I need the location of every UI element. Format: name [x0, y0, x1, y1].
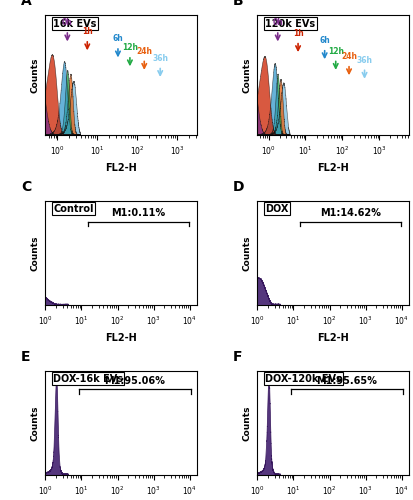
Text: C: C [21, 180, 31, 194]
Y-axis label: Counts: Counts [31, 235, 40, 270]
Text: M1:0.11%: M1:0.11% [112, 208, 166, 218]
Y-axis label: Counts: Counts [243, 57, 252, 92]
Text: 36h: 36h [356, 56, 373, 65]
X-axis label: FL2-H: FL2-H [105, 332, 137, 342]
Text: 16k EVs: 16k EVs [53, 18, 96, 28]
Text: 0h: 0h [62, 18, 73, 28]
Y-axis label: Counts: Counts [31, 57, 40, 92]
Text: 24h: 24h [341, 52, 357, 61]
Text: M1:95.06%: M1:95.06% [104, 376, 165, 386]
Text: M1:14.62%: M1:14.62% [320, 208, 381, 218]
Text: 0h: 0h [273, 18, 283, 28]
Text: E: E [21, 350, 31, 364]
Text: 24h: 24h [136, 47, 152, 56]
Text: 6h: 6h [319, 36, 330, 45]
Text: F: F [233, 350, 243, 364]
Text: 12h: 12h [328, 47, 344, 56]
Text: 6h: 6h [113, 34, 123, 43]
Text: DOX-120k EVs: DOX-120k EVs [265, 374, 342, 384]
Y-axis label: Counts: Counts [31, 405, 40, 440]
Text: 36h: 36h [152, 54, 168, 63]
Text: 120k EVs: 120k EVs [265, 18, 315, 28]
Y-axis label: Counts: Counts [243, 235, 252, 270]
Text: DOX-16k EVs: DOX-16k EVs [53, 374, 123, 384]
X-axis label: FL2-H: FL2-H [317, 162, 349, 172]
Text: 12h: 12h [122, 44, 138, 52]
Text: A: A [21, 0, 32, 8]
Text: D: D [233, 180, 245, 194]
Text: M1:95.65%: M1:95.65% [316, 376, 377, 386]
Text: 1h: 1h [82, 28, 93, 36]
Text: Control: Control [53, 204, 93, 214]
X-axis label: FL2-H: FL2-H [105, 162, 137, 172]
X-axis label: FL2-H: FL2-H [317, 332, 349, 342]
Text: 1h: 1h [293, 29, 304, 38]
Text: DOX: DOX [265, 204, 288, 214]
Y-axis label: Counts: Counts [243, 405, 252, 440]
Text: B: B [233, 0, 244, 8]
